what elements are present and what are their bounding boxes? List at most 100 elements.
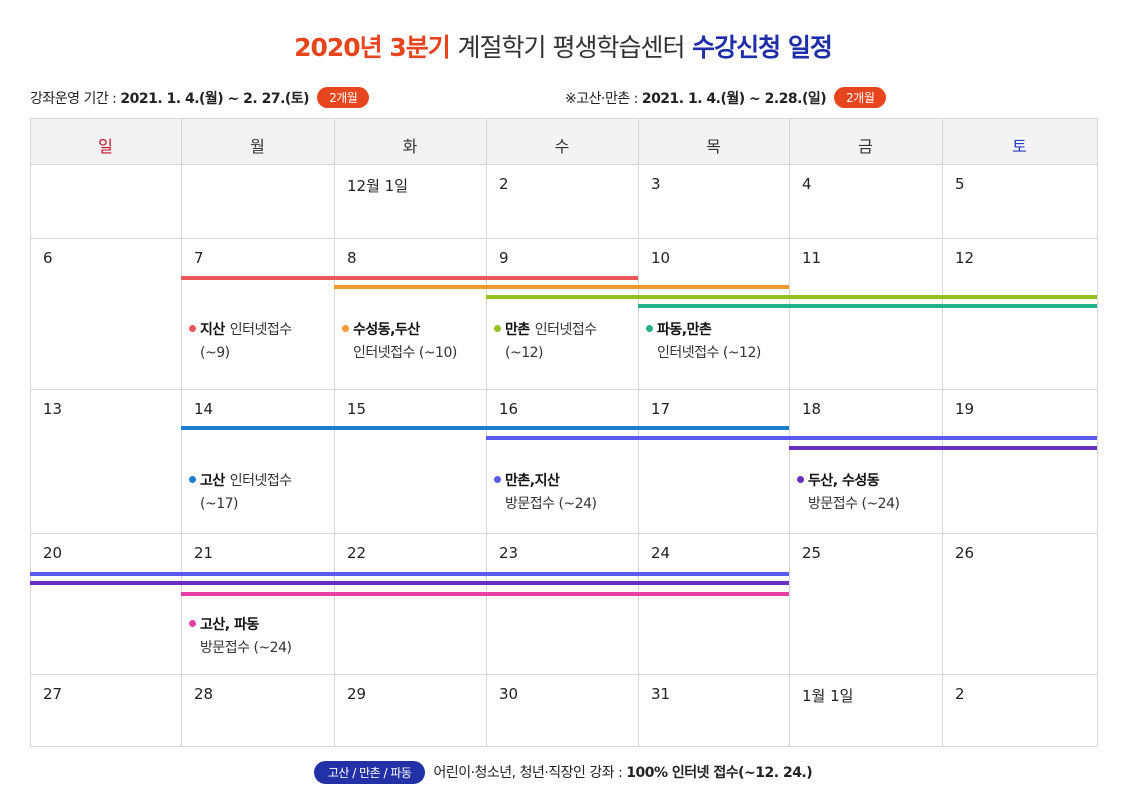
day-label: 24 [651,544,671,562]
day-label: 20 [43,544,63,562]
day-label: 7 [194,249,204,267]
note-bold: 만촌 [505,322,530,338]
note-text: 인터넷접수 [229,473,292,489]
note-dot [189,476,196,483]
event-bar [638,304,1097,308]
note-dot [189,620,196,627]
note-text: 인터넷접수 [534,322,597,338]
footer: 고산 / 만촌 / 파동 어린이·청소년, 청년·직장인 강좌 : 100% 인터… [0,761,1126,784]
day-label: 15 [347,400,367,418]
note-bold: 고산, 파동 [200,617,259,633]
day-label: 1월 1일 [802,687,854,705]
day-label: 18 [802,400,822,418]
note-line2: (~17) [200,496,238,512]
day-label: 2 [955,685,965,703]
note-dot [494,476,501,483]
note-line: 지산 인터넷접수 [189,319,292,342]
day-label: 16 [499,400,519,418]
day-label: 12 [955,249,975,267]
title-highlight: 2020년 3분기 [294,33,451,62]
title-middle: 계절학기 평생학습센터 [457,33,686,62]
footer-text: 어린이·청소년, 청년·직장인 강좌 : [433,765,623,781]
note-bold: 고산 [200,473,225,489]
day-label: 5 [955,175,965,193]
day-label: 25 [802,544,822,562]
event-bar [789,446,1097,450]
period-label: ※고산·만촌 : [565,91,638,107]
period-right: ※고산·만촌 : 2021. 1. 4.(월) ~ 2.28.(일) 2개월 [565,87,887,108]
event-bar [486,295,1097,299]
note-line2: 인터넷접수 (~10) [353,345,457,361]
note-line: 고산, 파동 [189,614,291,637]
period-left: 강좌운영 기간 : 2021. 1. 4.(월) ~ 2. 27.(토) 2개월 [30,87,370,108]
note-line: 만촌,지산 [494,470,596,493]
day-label: 30 [499,685,519,703]
weekday: 금 [858,137,873,156]
day-label: 22 [347,544,367,562]
period-badge: 2개월 [317,87,370,108]
note-bold: 두산, 수성동 [808,473,880,489]
note-line2: 인터넷접수 (~12) [657,345,761,361]
note-bold: 파동,만촌 [657,322,712,338]
note-line: 고산 인터넷접수 [189,470,292,493]
note-dot [797,476,804,483]
day-label: 14 [194,400,214,418]
day-label: 9 [499,249,509,267]
note-dot [189,325,196,332]
event-note: 고산 인터넷접수 (~17) [189,470,292,516]
note-text: 인터넷접수 [229,322,292,338]
note-line2: (~9) [200,345,230,361]
event-bar [30,581,789,585]
note-line2: 방문접수 (~24) [200,640,292,656]
day-label: 13 [43,400,63,418]
period-dates: 2021. 1. 4.(월) ~ 2.28.(일) [641,91,827,107]
note-line: 파동,만촌 [646,319,761,342]
weekday: 월 [250,137,265,156]
weekday: 목 [706,137,721,156]
weekday: 수 [554,137,570,156]
title: 2020년 3분기 계절학기 평생학습센터 수강신청 일정 [0,28,1126,64]
day-label: 29 [347,685,367,703]
day-label: 28 [194,685,214,703]
note-bold: 지산 [200,322,225,338]
event-bar [486,436,1097,440]
event-bar [334,285,789,289]
day-label: 19 [955,400,975,418]
note-dot [646,325,653,332]
weekday: 토 [1012,137,1027,156]
period-badge: 2개월 [834,87,887,108]
note-line: 만촌 인터넷접수 [494,319,597,342]
period-label: 강좌운영 기간 : [30,91,117,107]
event-note: 만촌 인터넷접수 (~12) [494,319,597,365]
note-dot [494,325,501,332]
footer-bold: 100% 인터넷 접수(~12. 24.) [626,765,813,781]
event-note: 지산 인터넷접수 (~9) [189,319,292,365]
footer-badge: 고산 / 만촌 / 파동 [313,761,426,784]
event-bar [181,276,638,280]
note-line: 수성동,두산 [342,319,457,342]
day-label: 11 [802,249,822,267]
day-label: 31 [651,685,671,703]
day-label: 12월 1일 [347,177,408,195]
day-label: 10 [651,249,671,267]
note-dot [342,325,349,332]
weekday: 화 [402,137,418,156]
day-label: 3 [651,175,661,193]
day-label: 23 [499,544,519,562]
note-line2: 방문접수 (~24) [505,496,597,512]
note-line2: (~12) [505,345,543,361]
day-label: 26 [955,544,975,562]
day-label: 4 [802,175,812,193]
note-bold: 만촌,지산 [505,473,560,489]
day-label: 21 [194,544,214,562]
day-label: 6 [43,249,53,267]
note-line2: 방문접수 (~24) [808,496,900,512]
day-label: 17 [651,400,671,418]
title-emphasis: 수강신청 일정 [692,33,833,62]
weekday: 일 [98,137,113,156]
header-bg [30,118,1097,164]
